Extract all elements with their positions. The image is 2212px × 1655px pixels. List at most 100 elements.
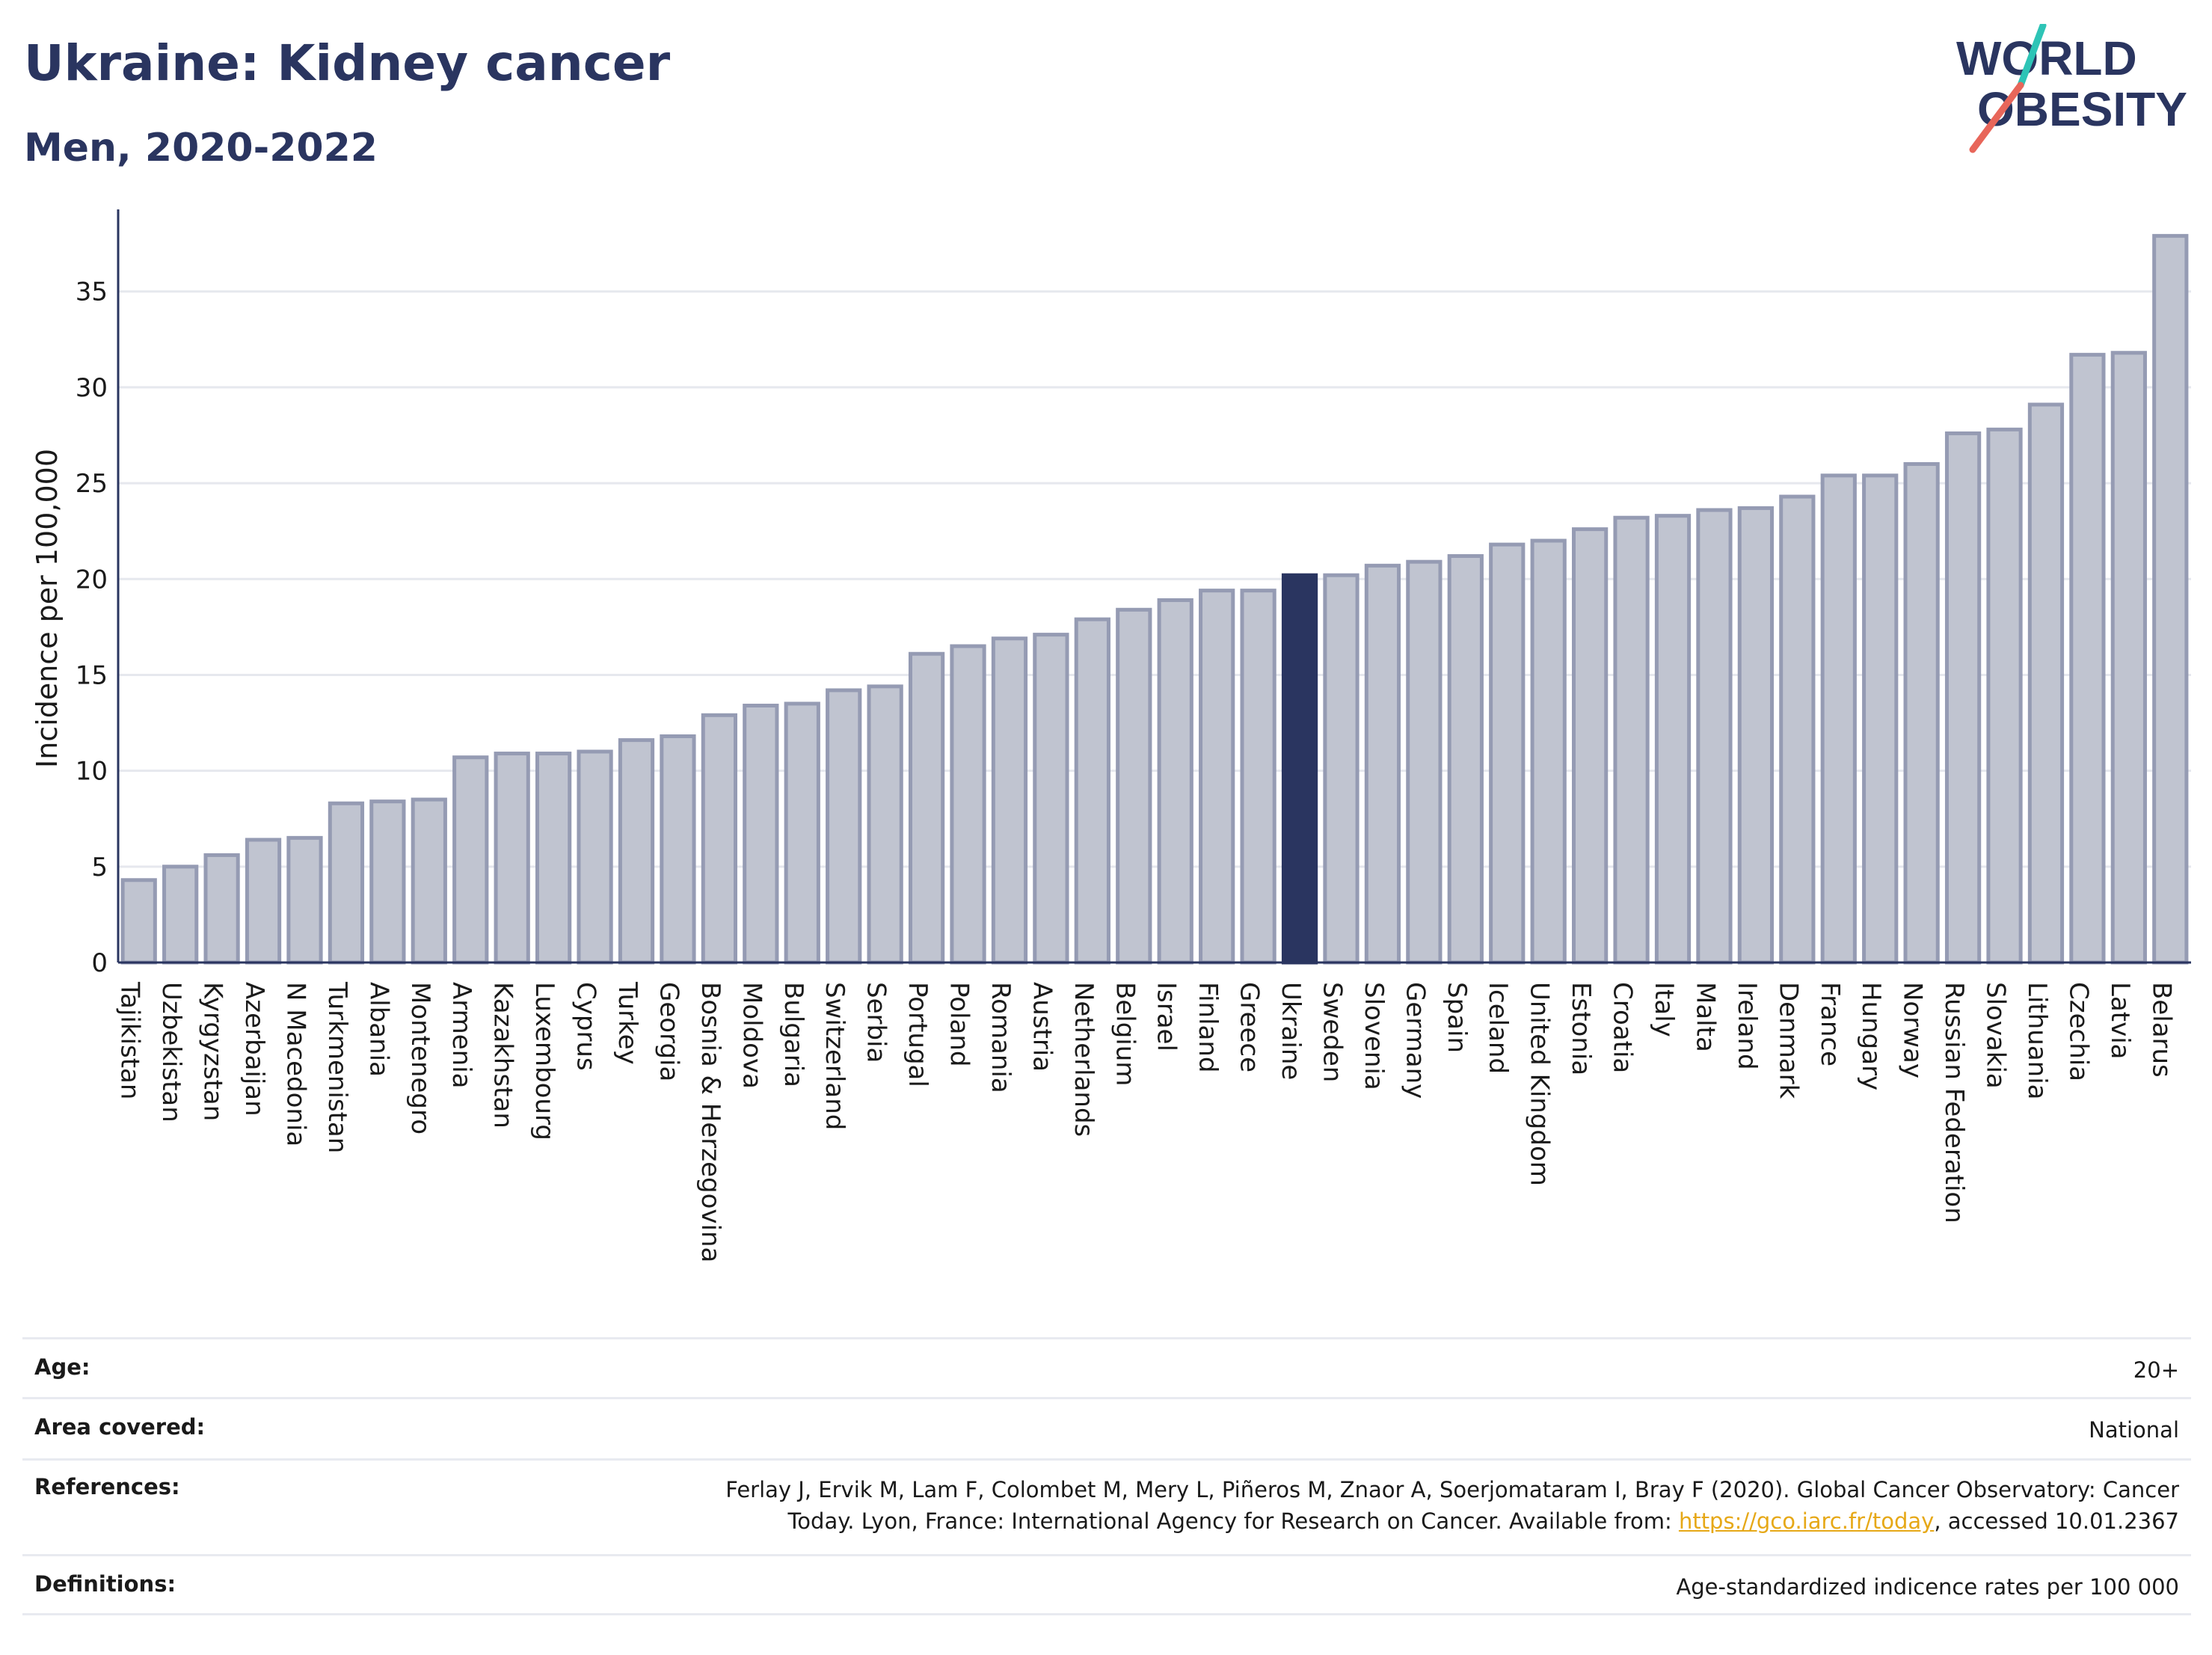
bar-highlight xyxy=(1281,573,1318,965)
info-row-references: References: Ferlay J, Ervik M, Lam F, Co… xyxy=(22,1458,2191,1554)
x-tick-label: Hungary xyxy=(1856,982,1886,1090)
y-tick-label: 10 xyxy=(76,757,108,787)
bar xyxy=(1074,617,1110,965)
bar xyxy=(1323,573,1360,965)
bar xyxy=(2069,352,2106,965)
references-link[interactable]: https://gco.iarc.fr/today xyxy=(1678,1508,1935,1534)
info-row-definitions: Definitions: Age-standardized indicence … xyxy=(22,1554,2191,1615)
logo-slash-teal xyxy=(2017,24,2047,89)
x-tick-label: Czechia xyxy=(2063,982,2093,1081)
x-tick-label: Armenia xyxy=(446,982,476,1089)
axes xyxy=(117,209,2191,964)
bar xyxy=(660,734,696,965)
x-tick-label: Norway xyxy=(1898,982,1928,1078)
x-tick-label: Latvia xyxy=(2105,982,2135,1060)
y-tick-label: 15 xyxy=(76,660,108,690)
area-value: National xyxy=(2089,1417,2179,1443)
x-tick-label: Lithuania xyxy=(2022,982,2052,1099)
references-line-1: Ferlay J, Ervik M, Lam F, Colombet M, Me… xyxy=(725,1477,2179,1502)
bar xyxy=(1654,514,1692,965)
x-tick-label: Denmark xyxy=(1773,982,1803,1099)
bar xyxy=(577,749,613,965)
bar xyxy=(1986,427,2023,965)
bar xyxy=(1944,431,1982,965)
bar xyxy=(1737,506,1775,965)
y-tick-label: 30 xyxy=(76,373,108,403)
x-tick-label: Cyprus xyxy=(571,982,601,1071)
x-tick-label: Turkey xyxy=(612,981,642,1065)
bar xyxy=(535,752,572,965)
x-tick-label: Germany xyxy=(1400,982,1430,1099)
x-tick-label: Iceland xyxy=(1483,982,1513,1074)
bar xyxy=(1696,508,1733,965)
x-tick-label: Slovakia xyxy=(1981,982,2011,1089)
x-tick-label: Luxembourg xyxy=(529,982,559,1140)
x-tick-label: N Macedonia xyxy=(280,982,310,1146)
x-tick-label: Italy xyxy=(1649,982,1679,1037)
x-tick-label: Israel xyxy=(1152,982,1182,1051)
chart-title: Ukraine: Kidney cancer xyxy=(24,34,671,92)
x-tick-label: United Kingdom xyxy=(1525,982,1555,1186)
bar xyxy=(1406,559,1443,965)
logo-slash-coral xyxy=(1969,82,2024,153)
y-tick-label: 35 xyxy=(76,277,108,307)
y-tick-label: 25 xyxy=(76,469,108,499)
x-tick-label: Portugal xyxy=(903,982,933,1087)
bar xyxy=(452,755,489,965)
x-tick-label: Greece xyxy=(1235,982,1265,1072)
x-tick-label: Poland xyxy=(944,982,974,1067)
x-tick-label: Montenegro xyxy=(405,982,435,1134)
bar xyxy=(2027,402,2065,965)
x-tick-label: Georgia xyxy=(654,982,683,1081)
x-tick-label: Azerbaijan xyxy=(239,982,269,1117)
bar xyxy=(328,801,365,965)
x-tick-label: Finland xyxy=(1193,982,1223,1073)
x-tick-label: Croatia xyxy=(1608,982,1638,1073)
bar xyxy=(1033,633,1069,965)
x-tick-label: Serbia xyxy=(861,982,891,1063)
references-text: Today. Lyon, France: International Agenc… xyxy=(787,1508,1679,1534)
references-line-2: Today. Lyon, France: International Agenc… xyxy=(725,1505,2179,1537)
x-tick-labels: Tajikistan Uzbekistan Kyrgyzstan Azerbaijan… xyxy=(115,981,2177,1262)
age-value: 20+ xyxy=(2133,1357,2179,1383)
x-tick-label: Estonia xyxy=(1566,982,1596,1075)
bar xyxy=(1489,542,1526,965)
x-tick-label: Albania xyxy=(363,982,393,1077)
x-tick-label: France xyxy=(1815,982,1845,1066)
x-tick-label: Belarus xyxy=(2146,982,2176,1078)
bar xyxy=(1240,589,1276,965)
bar xyxy=(1364,563,1401,965)
x-tick-label: Russian Federation xyxy=(1939,982,1969,1223)
x-tick-label: Bosnia & Herzegovina xyxy=(695,982,725,1262)
bar xyxy=(286,835,323,965)
bar-chart: 0 5 10 15 20 25 30 35 Tajikistan Uzbekistan Kyrgy… xyxy=(31,209,2191,1262)
y-tick-label: 20 xyxy=(76,565,108,595)
bar xyxy=(991,636,1028,965)
x-tick-label: Switzerland xyxy=(820,982,850,1130)
bar xyxy=(1820,473,1857,965)
x-tick-label: Moldova xyxy=(737,982,766,1089)
bar xyxy=(1447,554,1484,965)
x-tick-label: Ireland xyxy=(1732,982,1762,1070)
references-label: References: xyxy=(34,1474,180,1499)
y-tick-label: 0 xyxy=(91,948,108,978)
bar xyxy=(2110,351,2147,965)
bar xyxy=(411,797,447,965)
bar xyxy=(950,644,986,965)
x-tick-label: Ukraine xyxy=(1276,982,1306,1080)
bar xyxy=(1862,473,1899,965)
info-row-area: Area covered: National xyxy=(22,1397,2191,1458)
x-tick-label: Sweden xyxy=(1317,982,1347,1082)
bar xyxy=(1571,527,1609,965)
bar xyxy=(162,865,199,965)
x-tick-label: Kyrgyzstan xyxy=(198,982,228,1121)
x-tick-label: Uzbekistan xyxy=(156,982,186,1123)
logo-word-world: WORLD xyxy=(1956,31,2137,85)
bar xyxy=(2152,233,2189,965)
age-label: Age: xyxy=(34,1354,90,1380)
x-tick-label: Kazakhstan xyxy=(488,982,518,1129)
y-tick-label: 5 xyxy=(91,853,108,882)
bars xyxy=(120,233,2189,965)
bar xyxy=(784,701,820,965)
bar xyxy=(1157,598,1193,965)
